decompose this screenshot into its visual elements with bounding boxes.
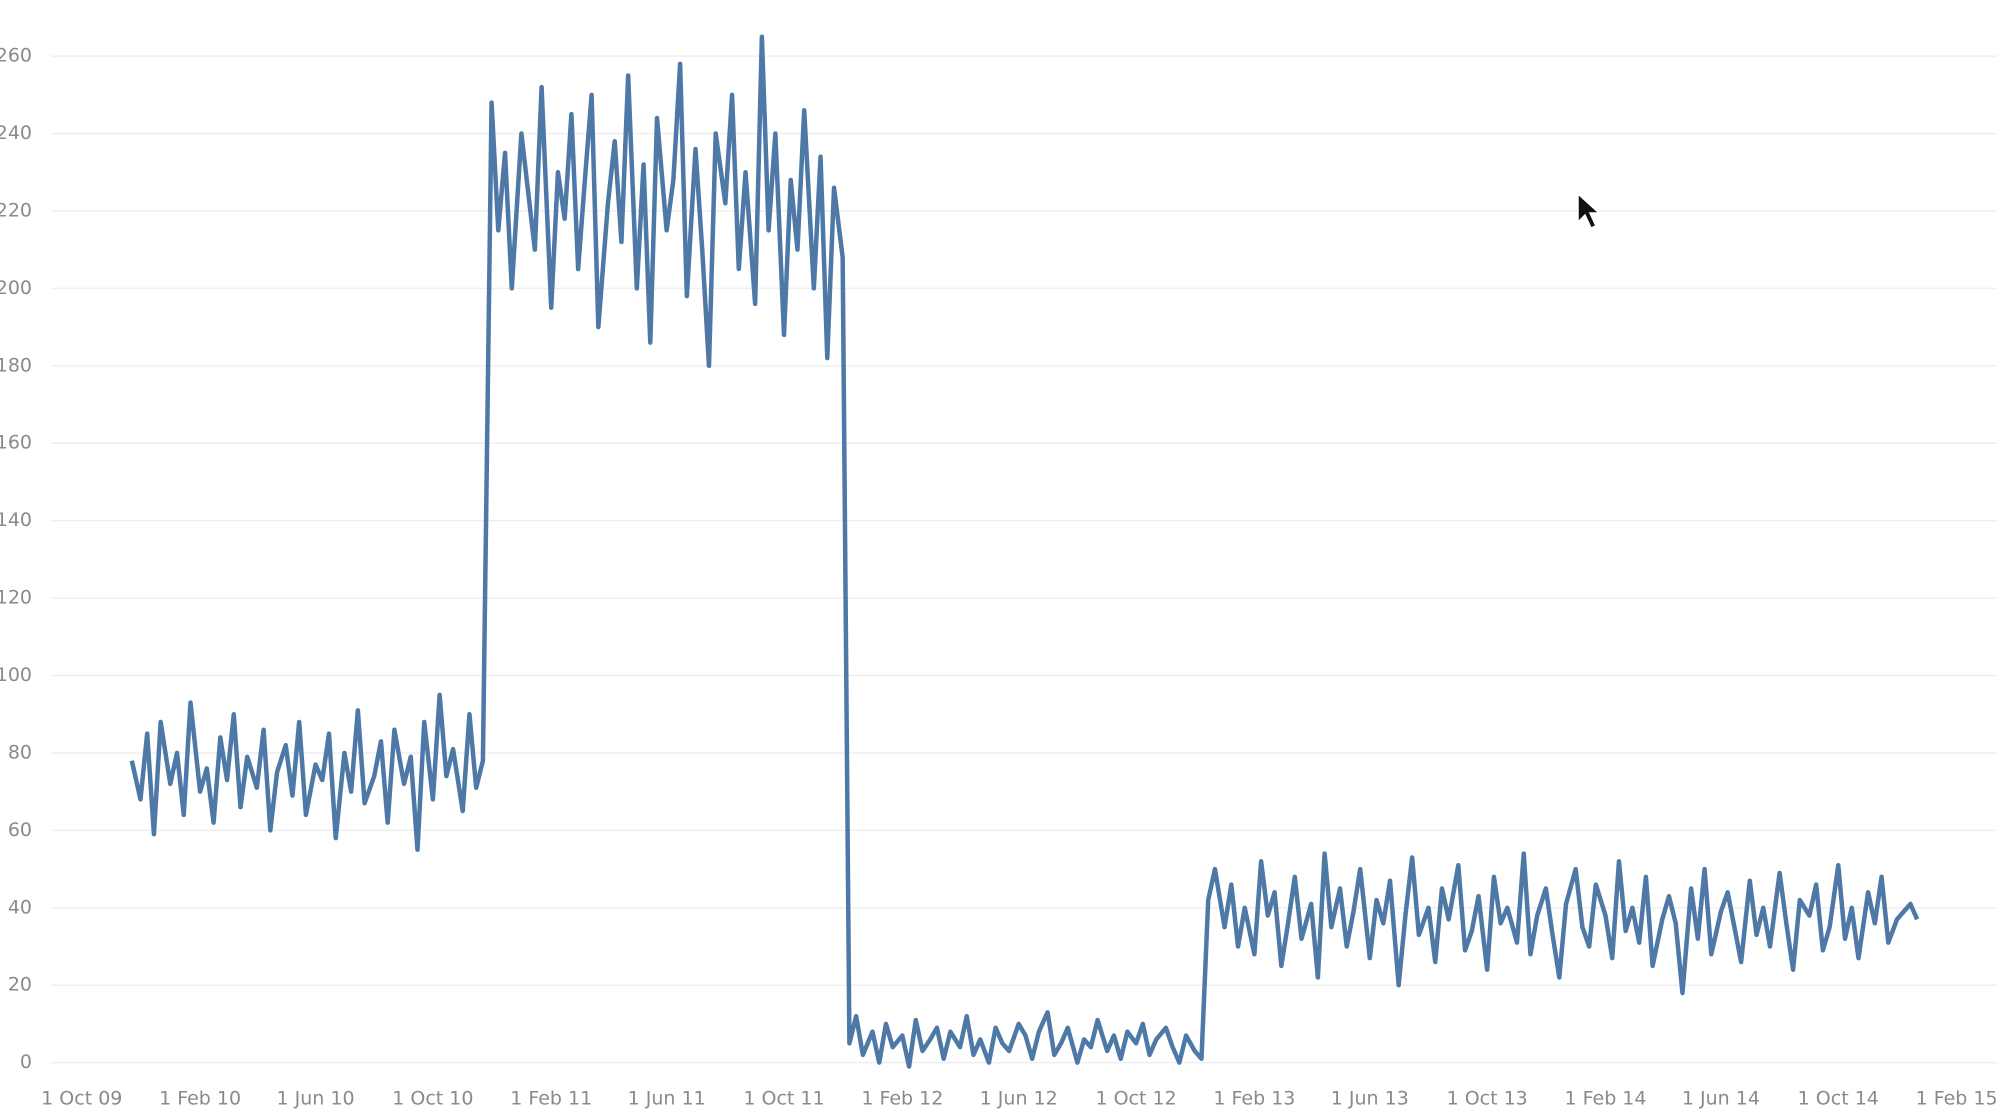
x-tick-label: 1 Oct 09 (41, 1088, 122, 1110)
x-tick-label: 1 Jun 11 (628, 1088, 706, 1110)
y-tick-label: 20 (8, 974, 32, 996)
x-tick-label: 1 Oct 13 (1447, 1088, 1528, 1110)
x-tick-label: 1 Oct 10 (392, 1088, 473, 1110)
x-tick-label: 1 Feb 11 (510, 1088, 592, 1110)
y-tick-label: 120 (0, 587, 32, 609)
y-tick-label: 60 (8, 819, 32, 841)
x-tick-label: 1 Jun 14 (1682, 1088, 1760, 1110)
x-tick-label: 1 Feb 15 (1916, 1088, 1998, 1110)
x-tick-label: 1 Feb 14 (1564, 1088, 1646, 1110)
x-tick-label: 1 Jun 13 (1331, 1088, 1409, 1110)
x-tick-label: 1 Oct 12 (1095, 1088, 1176, 1110)
y-tick-label: 200 (0, 277, 32, 299)
y-tick-label: 180 (0, 354, 32, 376)
x-tick-label: 1 Feb 10 (159, 1088, 241, 1110)
x-tick-label: 1 Feb 13 (1213, 1088, 1295, 1110)
y-tick-label: 140 (0, 509, 32, 531)
x-tick-label: 1 Feb 12 (861, 1088, 943, 1110)
y-tick-label: 40 (8, 896, 32, 918)
y-tick-label: 160 (0, 432, 32, 454)
mouse-cursor (1577, 192, 1601, 229)
y-tick-label: 260 (0, 45, 32, 67)
series-line (129, 34, 1920, 1069)
x-tick-label: 1 Oct 14 (1798, 1088, 1879, 1110)
plot-area: 0 20 40 60 80 100 120 140 160 180 200 220 240 260 1 Oc… (0, 34, 1998, 1110)
y-tick-label: 220 (0, 199, 32, 221)
x-tick-label: 1 Jun 12 (980, 1088, 1058, 1110)
y-tick-label: 100 (0, 664, 32, 686)
y-tick-label: 80 (8, 741, 32, 763)
y-tick-label: 240 (0, 122, 32, 144)
x-tick-label: 1 Jun 10 (277, 1088, 355, 1110)
x-tick-label: 1 Oct 11 (743, 1088, 824, 1110)
y-tick-label: 0 (20, 1051, 32, 1073)
